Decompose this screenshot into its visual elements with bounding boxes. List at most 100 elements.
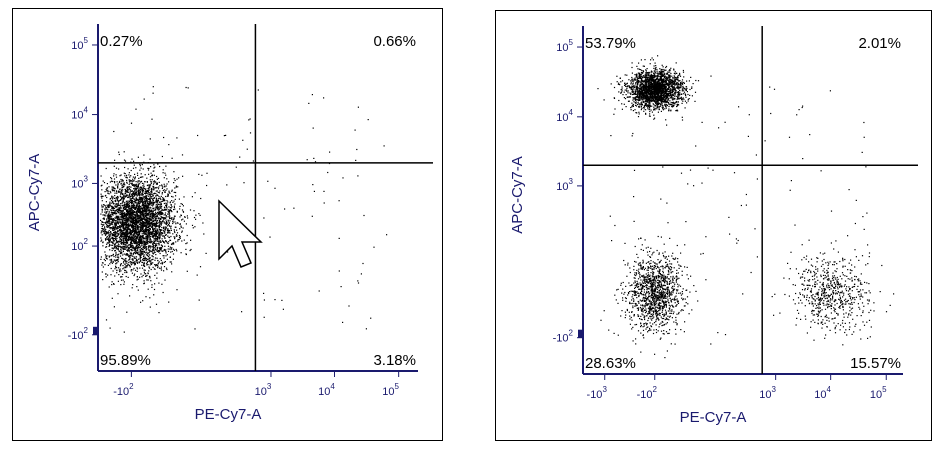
- event-dot: [225, 134, 227, 136]
- event-dot: [142, 206, 144, 208]
- event-dot: [155, 217, 157, 220]
- event-dot: [653, 118, 655, 120]
- event-dot: [138, 189, 140, 192]
- event-dot: [187, 87, 189, 89]
- event-dot: [126, 245, 128, 247]
- event-dot: [130, 169, 132, 172]
- event-dot: [162, 169, 164, 171]
- event-dot: [134, 253, 137, 255]
- event-dot: [155, 230, 157, 232]
- event-dot: [141, 219, 143, 221]
- event-dot: [115, 238, 117, 240]
- event-dot: [116, 216, 118, 218]
- event-dot: [115, 254, 117, 256]
- event-dot: [122, 224, 124, 226]
- event-dot: [133, 238, 135, 240]
- event-dot: [133, 237, 135, 239]
- event-dot: [146, 225, 148, 227]
- event-dot: [175, 195, 177, 197]
- event-dot: [365, 328, 367, 330]
- event-dot: [116, 241, 118, 243]
- event-dot: [176, 232, 179, 234]
- event-dot: [146, 274, 148, 277]
- event-dot: [148, 259, 150, 261]
- event-dot: [116, 231, 118, 233]
- event-dot: [100, 175, 102, 177]
- event-dot: [140, 241, 142, 243]
- event-dot: [130, 218, 132, 220]
- event-dot: [137, 229, 139, 231]
- event-dot: [122, 258, 124, 260]
- event-dot: [148, 197, 151, 200]
- event-dot: [115, 224, 118, 226]
- event-dot: [114, 246, 116, 248]
- event-dot: [171, 243, 173, 246]
- event-dot: [652, 74, 655, 76]
- event-dot: [134, 223, 136, 225]
- event-dot: [158, 219, 161, 222]
- event-dot: [660, 94, 662, 96]
- event-dot: [118, 226, 120, 228]
- event-dot: [100, 230, 102, 232]
- event-dot: [107, 216, 110, 218]
- event-dot: [140, 253, 142, 255]
- event-dot: [635, 102, 637, 104]
- event-dot: [149, 215, 151, 217]
- event-dot: [176, 178, 178, 180]
- event-dot: [108, 256, 110, 258]
- event-dot: [114, 235, 116, 237]
- event-dot: [120, 228, 122, 230]
- event-dot: [110, 274, 112, 276]
- event-dot: [130, 190, 132, 192]
- event-dot: [206, 172, 208, 174]
- event-dot: [139, 249, 141, 251]
- event-dot: [655, 101, 657, 103]
- event-dot: [146, 263, 148, 265]
- event-dot: [142, 234, 144, 237]
- event-dot: [107, 221, 109, 223]
- event-dot: [128, 195, 130, 197]
- event-dot: [167, 209, 169, 211]
- event-dot: [637, 96, 639, 98]
- event-dot: [120, 249, 122, 251]
- event-dot: [114, 205, 116, 208]
- event-dot: [170, 228, 172, 230]
- event-dot: [126, 194, 128, 196]
- event-dot: [190, 248, 192, 251]
- event-dot: [126, 253, 128, 255]
- event-dot: [176, 210, 178, 212]
- event-dot: [165, 240, 167, 242]
- event-dot: [117, 234, 120, 236]
- event-dot: [145, 204, 147, 206]
- event-dot: [140, 201, 142, 203]
- event-dot: [638, 89, 640, 92]
- event-dot: [100, 258, 102, 260]
- event-dot: [121, 246, 123, 248]
- event-dot: [149, 201, 151, 203]
- event-dot: [170, 229, 172, 231]
- event-dot: [158, 238, 161, 240]
- event-dot: [123, 222, 125, 224]
- event-dot: [131, 194, 133, 196]
- event-dot: [635, 97, 637, 99]
- event-dot: [150, 262, 152, 265]
- event-dot: [348, 305, 350, 307]
- event-dot: [146, 234, 148, 236]
- event-dot: [136, 203, 139, 205]
- event-dot: [128, 204, 130, 206]
- event-dot: [125, 233, 127, 236]
- event-dot: [125, 227, 127, 229]
- event-dot: [111, 218, 113, 220]
- event-dot: [108, 229, 110, 232]
- event-dot: [139, 247, 141, 249]
- event-dot: [146, 261, 148, 263]
- event-dot: [111, 255, 113, 257]
- event-dot: [149, 297, 151, 299]
- event-dot: [123, 235, 125, 237]
- event-dot: [198, 173, 200, 175]
- event-dot: [132, 253, 134, 255]
- event-dot: [104, 264, 106, 266]
- event-dot: [149, 200, 152, 202]
- event-dot: [116, 216, 118, 218]
- event-dot: [157, 202, 159, 204]
